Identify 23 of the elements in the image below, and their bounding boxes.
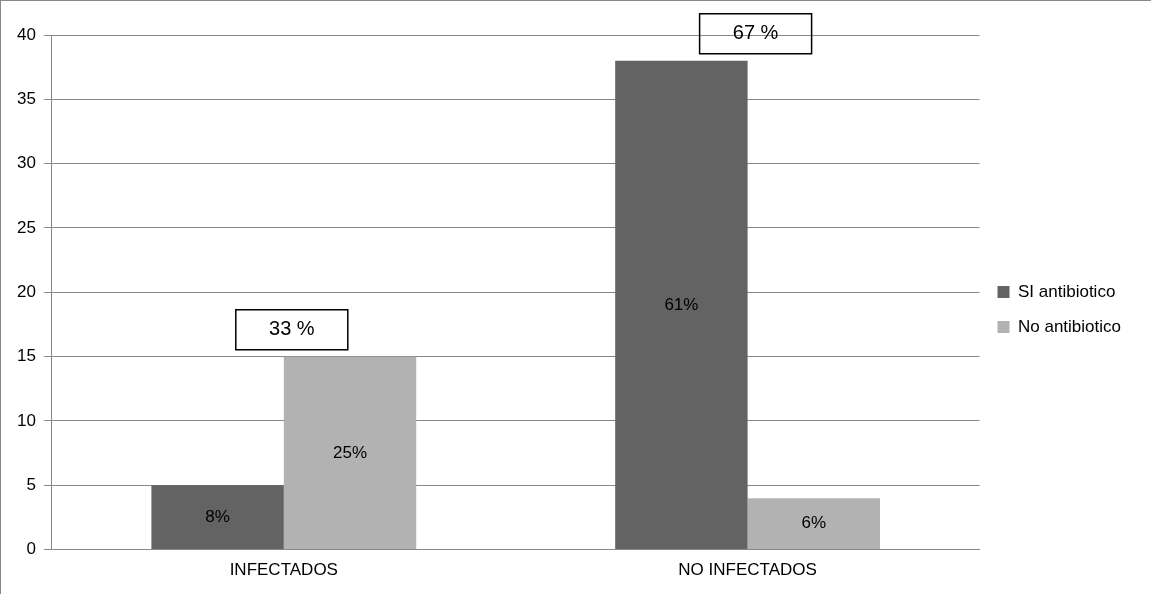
annotation: 67 % [732, 21, 779, 44]
y-tick-label: 5 [26, 474, 36, 494]
annotation: 33 % [269, 317, 315, 340]
bar [151, 485, 284, 550]
bar [615, 60, 748, 550]
y-tick-label: 40 [16, 24, 36, 44]
annotation: 25% [333, 442, 368, 462]
bar [283, 356, 417, 550]
legend-label: SI antibiotico [1018, 281, 1116, 301]
bar [747, 498, 881, 550]
annotation: 61% [664, 294, 699, 314]
y-tick-label: 20 [16, 281, 36, 301]
x-tick-label: NO INFECTADOS [678, 560, 817, 580]
y-tick-label: 0 [26, 539, 36, 559]
y-tick-label: 25 [16, 217, 36, 237]
y-tick-label: 35 [16, 89, 36, 109]
x-tick-label: INFECTADOS [229, 560, 338, 580]
y-tick-label: 10 [16, 410, 36, 430]
annotation: 8% [205, 506, 230, 526]
y-tick-label: 15 [16, 346, 36, 366]
y-tick-label: 30 [16, 153, 36, 173]
annotation: 6% [801, 513, 827, 533]
legend-label: No antibiotico [1018, 316, 1122, 336]
